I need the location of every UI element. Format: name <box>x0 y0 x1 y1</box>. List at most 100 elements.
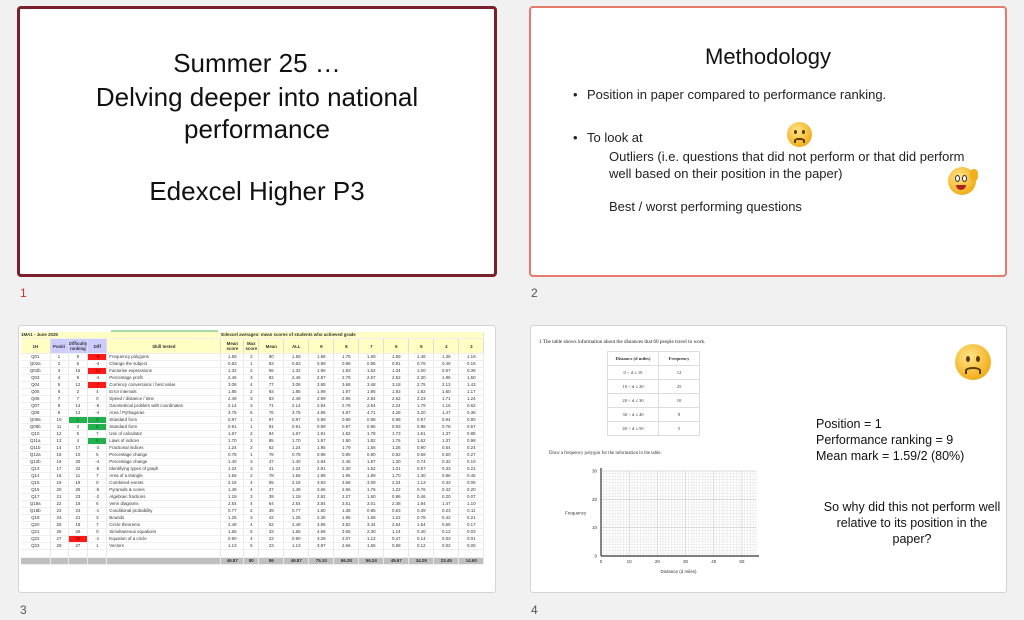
table-cell: 2.52 <box>383 374 410 382</box>
column-header[interactable]: 3 <box>458 338 485 354</box>
table-cell: 91 <box>258 423 285 431</box>
table-cell: 26 <box>50 528 69 536</box>
x-tick-label: 10 <box>627 559 633 564</box>
table-cell: 1.85 <box>220 388 245 396</box>
table-cell: Q19 <box>21 514 51 522</box>
table-cell: 2 <box>243 437 260 445</box>
table-cell: 1.10 <box>458 500 485 508</box>
table-cell: 1.62 <box>408 437 435 445</box>
column-header[interactable]: 7 <box>358 338 385 354</box>
table-cell: 1.87 <box>358 458 385 466</box>
table-cell: 1 <box>50 353 69 361</box>
position-note: Position = 1 <box>816 417 882 431</box>
table-cell: -4 <box>87 360 108 368</box>
table-cell: 71 <box>258 402 285 410</box>
table-cell: 1.95 <box>308 444 335 452</box>
table-cell: 4.66 <box>308 528 335 536</box>
question-prompt: So why did this not perform well relativ… <box>823 500 1001 546</box>
table-cell: 9 <box>87 437 108 445</box>
slide-thumbnail-4[interactable]: 1 The table shows information about the … <box>530 325 1007 593</box>
table-cell: 3.84 <box>308 500 335 508</box>
table-cell: 1.82 <box>333 430 360 438</box>
table-cell: 17 <box>68 444 89 452</box>
table-cell: 0.24 <box>458 444 485 452</box>
table-cell: 1.60 <box>433 388 460 396</box>
table-cell: 25 <box>50 521 69 529</box>
total-cell: 46.87 <box>283 557 310 565</box>
table-cell: 0.47 <box>383 535 410 543</box>
table-cell: 1.24 <box>283 444 310 452</box>
column-header[interactable]: ALL <box>283 338 310 354</box>
table-cell: 3 <box>243 395 260 403</box>
table-cell: 4 <box>243 521 260 529</box>
column-header[interactable]: Positi <box>50 338 69 354</box>
slide-thumbnail-1[interactable]: Summer 25 … Delving deeper into national… <box>17 6 497 277</box>
table-cell: Combined events <box>106 479 222 487</box>
table-cell: 9 <box>87 416 108 424</box>
table-cell: 12 <box>68 381 89 389</box>
column-header[interactable]: 8 <box>333 338 360 354</box>
table-cell: 2.87 <box>308 374 335 382</box>
table-cell: 3.97 <box>308 542 335 550</box>
table-cell: 1.32 <box>220 367 245 375</box>
table-cell: 0.20 <box>433 493 460 501</box>
table-cell: 3.93 <box>308 479 335 487</box>
table-cell: 0.42 <box>433 486 460 494</box>
table-cell: Standard form <box>106 416 222 424</box>
column-header[interactable]: Difficulty ranking <box>68 338 89 354</box>
table-cell: 0.21 <box>458 465 485 473</box>
table-cell: 64 <box>258 500 285 508</box>
table-cell: 1.78 <box>333 353 360 361</box>
column-header[interactable]: Diff <box>87 338 108 354</box>
table-cell: 4 <box>243 381 260 389</box>
table-cell: 0.96 <box>358 423 385 431</box>
table-cell: 7 <box>87 521 108 529</box>
table-cell: 2.81 <box>308 465 335 473</box>
table-cell: 4.95 <box>308 409 335 417</box>
table-cell: 23 <box>258 535 285 543</box>
sad-face-icon <box>787 122 812 147</box>
total-cell: 23.45 <box>433 557 460 565</box>
slide-thumbnail-2[interactable]: Methodology Position in paper compared t… <box>529 6 1007 277</box>
table-cell: 2.54 <box>220 500 245 508</box>
column-header[interactable]: 6 <box>383 338 410 354</box>
table-cell: 6 <box>68 360 89 368</box>
table-cell: 1.67 <box>283 430 310 438</box>
table-cell: 1.18 <box>283 493 310 501</box>
column-header[interactable]: 9 <box>308 338 335 354</box>
column-header[interactable]: 5 <box>408 338 435 354</box>
table-cell: 0.96 <box>358 360 385 368</box>
column-header[interactable]: Skill tested <box>106 338 222 354</box>
table-cell: Q06 <box>21 395 51 403</box>
table-cell: 8 <box>68 374 89 382</box>
table-cell: 2.64 <box>383 521 410 529</box>
table-cell: 10 <box>68 451 89 459</box>
table-row: Q10 12 5 7 Use of calculator 1.67 2 84 1.67 1.91 1… <box>21 430 485 438</box>
column-header[interactable]: 1H <box>21 338 51 354</box>
column-header[interactable]: Mean <box>258 338 285 354</box>
table-cell: 1.26 <box>383 444 410 452</box>
table-cell: 11 <box>50 423 69 431</box>
performance-table: 1MA1 - June 2025 Edexcel averages: mean s… <box>21 332 485 565</box>
slide-thumbnail-3[interactable]: 1MA1 - June 2025 Edexcel averages: mean s… <box>18 325 496 593</box>
table-cell: 0.97 <box>333 423 360 431</box>
table-cell: 1.00 <box>408 367 435 375</box>
table-cell: Q03 <box>21 374 51 382</box>
thumbs-up-smiley-icon <box>948 167 978 195</box>
table-cell: 0.74 <box>408 458 435 466</box>
table-cell: Error intervals <box>106 388 222 396</box>
table-cell: 1.43 <box>458 381 485 389</box>
table-cell: 3.44 <box>358 521 385 529</box>
table-cell: 1.76 <box>383 437 410 445</box>
table-cell: 2.48 <box>283 521 310 529</box>
table-cell: Q23 <box>21 542 51 550</box>
table-cell: 0.95 <box>358 507 385 515</box>
x-tick-label: 40 <box>711 559 717 564</box>
column-header[interactable]: Mean score <box>220 338 245 354</box>
table-cell: 1.59 <box>383 353 410 361</box>
table-cell: 0.99 <box>308 416 335 424</box>
table-cell: 1.01 <box>383 465 410 473</box>
table-cell: 84 <box>258 430 285 438</box>
column-header[interactable]: Max score <box>243 338 260 354</box>
column-header[interactable]: 4 <box>433 338 460 354</box>
